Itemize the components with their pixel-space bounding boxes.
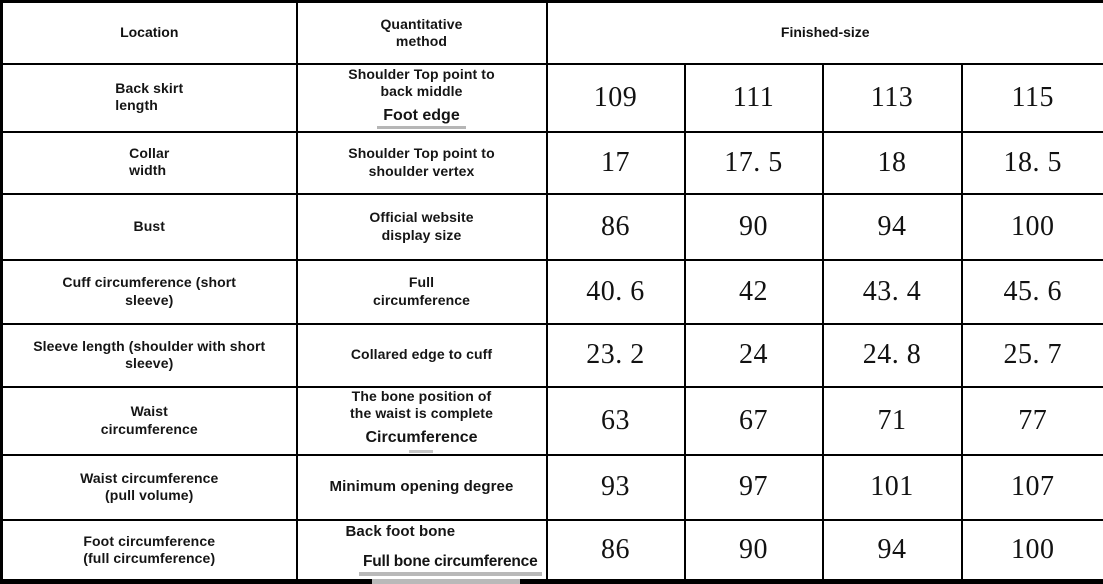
method-sub-label: Full bone circumference bbox=[358, 553, 542, 577]
size-value-cell: 94 bbox=[821, 192, 963, 261]
method-label: The bone position of bbox=[351, 388, 492, 405]
location-label: (pull volume) bbox=[105, 487, 194, 503]
size-value-cell: 77 bbox=[960, 385, 1103, 456]
table-row: Sleeve length (shoulder with short sleev… bbox=[0, 322, 1103, 388]
gray-artifact-bar bbox=[372, 579, 520, 584]
location-label: Collar bbox=[129, 144, 170, 161]
table-row: Cuff circumference (short sleeve) Full c… bbox=[0, 258, 1103, 325]
location-cell: Cuff circumference (short sleeve) bbox=[0, 258, 298, 325]
size-value-cell: 67 bbox=[683, 385, 824, 456]
size-value-cell: 17. 5 bbox=[683, 130, 824, 195]
table-row: Foot circumference (full circumference) … bbox=[0, 518, 1103, 583]
size-value-cell: 97 bbox=[683, 453, 824, 521]
size-value-cell: 86 bbox=[545, 518, 686, 583]
method-cell: Shoulder Top point to shoulder vertex bbox=[295, 130, 548, 195]
size-value-cell: 113 bbox=[821, 62, 963, 133]
method-label: circumference bbox=[372, 291, 471, 308]
size-value-cell: 90 bbox=[683, 192, 824, 261]
method-label: shoulder vertex bbox=[368, 162, 475, 179]
method-label: Back foot bone bbox=[345, 523, 456, 541]
method-cell: The bone position of the waist is comple… bbox=[295, 385, 548, 456]
size-value-cell: 107 bbox=[960, 453, 1103, 521]
location-label: sleeve) bbox=[125, 355, 174, 371]
size-value-cell: 86 bbox=[545, 192, 686, 261]
size-value-cell: 63 bbox=[545, 385, 686, 456]
location-label: width bbox=[129, 162, 167, 179]
size-value-cell: 23. 2 bbox=[545, 322, 686, 388]
method-sub-label: Foot edge bbox=[377, 107, 466, 130]
size-value-cell: 111 bbox=[683, 62, 824, 133]
table-row: Bust Official website display size 86 90… bbox=[0, 192, 1103, 261]
size-value-cell: 43. 4 bbox=[821, 258, 963, 325]
location-cell: Waist circumference (pull volume) bbox=[0, 453, 298, 521]
location-label: (full circumference) bbox=[83, 549, 216, 566]
size-value-cell: 94 bbox=[821, 518, 963, 583]
location-label: Back skirt bbox=[115, 79, 184, 96]
size-value-cell: 40. 6 bbox=[545, 258, 686, 325]
col-header-method-line: method bbox=[395, 32, 448, 49]
table-row: Back skirt length Shoulder Top point to … bbox=[0, 62, 1103, 133]
method-cell: Full circumference bbox=[295, 258, 548, 325]
size-value-cell: 100 bbox=[960, 192, 1103, 261]
location-cell: Waist circumference bbox=[0, 385, 298, 456]
col-header-finished-size: Finished-size bbox=[545, 0, 1103, 65]
method-cell: Back foot bone Full bone circumference bbox=[295, 518, 548, 583]
location-label: Bust bbox=[133, 217, 165, 234]
method-label: Official website bbox=[369, 209, 474, 226]
col-header-location: Location bbox=[0, 0, 298, 65]
size-value-cell: 18. 5 bbox=[960, 130, 1103, 195]
location-cell: Sleeve length (shoulder with short sleev… bbox=[0, 322, 298, 388]
method-cell: Collared edge to cuff bbox=[295, 322, 548, 388]
table-row: Collar width Shoulder Top point to shoul… bbox=[0, 130, 1103, 195]
location-cell: Back skirt length bbox=[0, 62, 298, 133]
table-row: Waist circumference (pull volume) Minimu… bbox=[0, 453, 1103, 521]
method-cell: Shoulder Top point to back middle Foot e… bbox=[295, 62, 548, 133]
size-value-cell: 45. 6 bbox=[960, 258, 1103, 325]
size-value-cell: 24. 8 bbox=[821, 322, 963, 388]
size-value-cell: 42 bbox=[683, 258, 824, 325]
location-label: sleeve) bbox=[125, 291, 174, 308]
location-label: circumference bbox=[100, 420, 198, 437]
method-sub-label: Circumference bbox=[365, 429, 477, 452]
location-cell: Collar width bbox=[0, 130, 298, 195]
location-label: length bbox=[115, 97, 158, 114]
location-cell: Foot circumference (full circumference) bbox=[0, 518, 298, 583]
size-value-cell: 18 bbox=[821, 130, 963, 195]
header-row: Location Quantitative method Finished-si… bbox=[0, 0, 1103, 65]
method-label: the waist is complete bbox=[350, 405, 493, 422]
method-label: Collared edge to cuff bbox=[350, 346, 493, 363]
size-value-cell: 100 bbox=[960, 518, 1103, 583]
method-label: display size bbox=[381, 226, 462, 243]
table-row: Waist circumference The bone position of… bbox=[0, 385, 1103, 456]
col-header-method-line: Quantitative bbox=[380, 15, 463, 32]
method-label: back middle bbox=[380, 82, 463, 99]
method-cell: Official website display size bbox=[295, 192, 548, 261]
size-value-cell: 109 bbox=[545, 62, 686, 133]
size-value-cell: 93 bbox=[545, 453, 686, 521]
size-value-cell: 24 bbox=[683, 322, 824, 388]
method-label: Shoulder Top point to bbox=[348, 145, 495, 162]
size-value-cell: 115 bbox=[960, 62, 1103, 133]
location-label: Foot circumference bbox=[83, 532, 216, 549]
size-value-cell: 101 bbox=[821, 453, 963, 521]
location-label: Waist circumference bbox=[80, 469, 219, 486]
location-label: Sleeve length (shoulder with short bbox=[33, 337, 266, 354]
size-value-cell: 25. 7 bbox=[960, 322, 1103, 388]
size-value-cell: 71 bbox=[821, 385, 963, 456]
location-cell: Bust bbox=[0, 192, 298, 261]
method-label: Full bbox=[408, 274, 435, 291]
col-header-method: Quantitative method bbox=[295, 0, 548, 65]
method-cell: Minimum opening degree bbox=[295, 453, 548, 521]
location-label: Cuff circumference (short bbox=[62, 274, 237, 291]
method-label: Minimum opening degree bbox=[329, 477, 514, 495]
size-value-cell: 90 bbox=[683, 518, 824, 583]
location-label: Waist bbox=[130, 403, 168, 420]
method-label: Shoulder Top point to bbox=[348, 65, 495, 82]
size-value-cell: 17 bbox=[545, 130, 686, 195]
